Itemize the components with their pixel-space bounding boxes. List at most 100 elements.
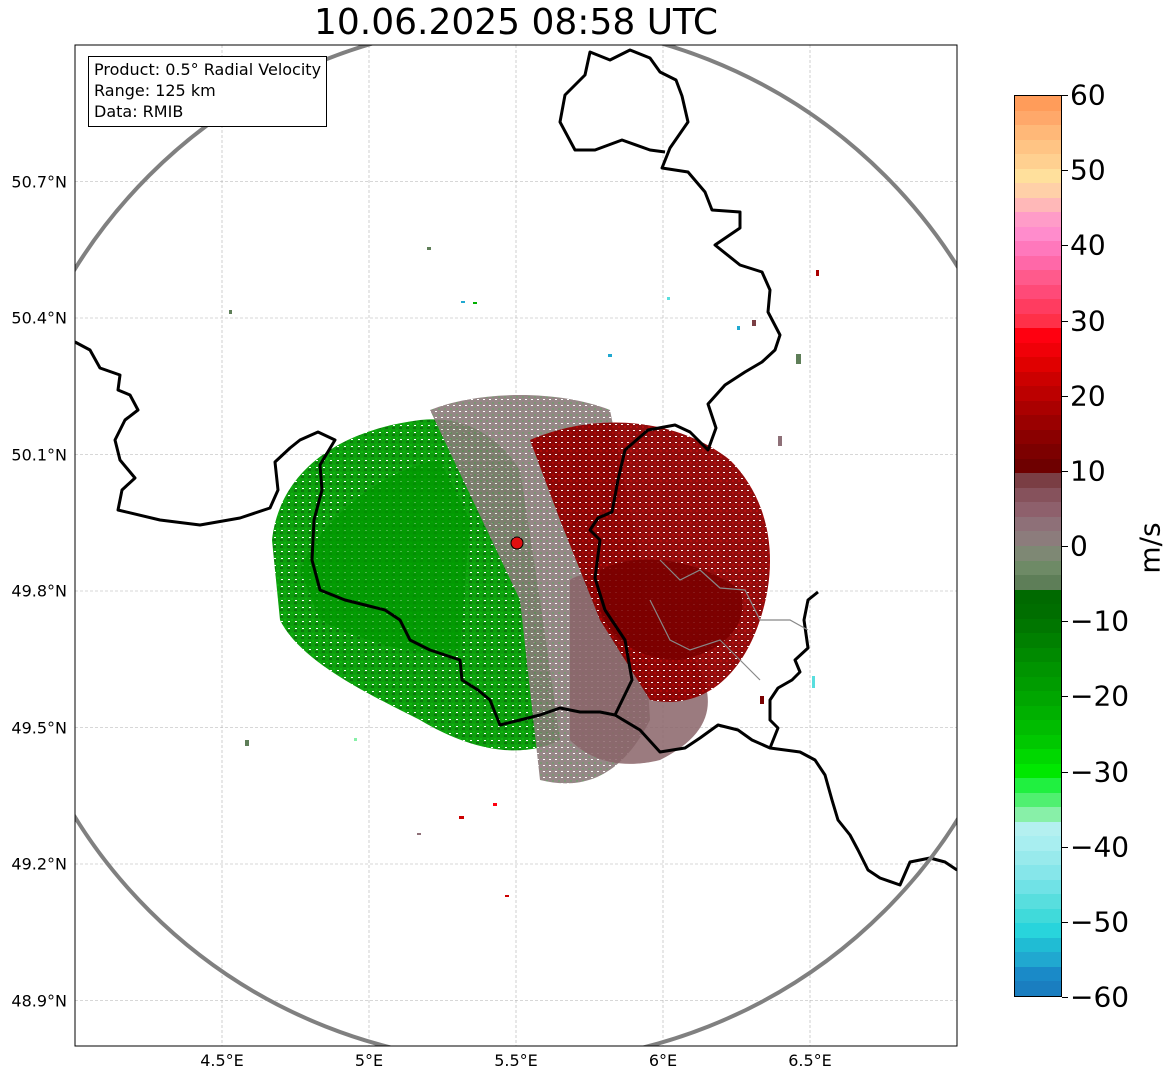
colorbar-swatch bbox=[1015, 183, 1061, 198]
colorbar-swatch bbox=[1015, 502, 1061, 517]
colorbar-swatch bbox=[1015, 400, 1061, 416]
colorbar-tick-label: 30 bbox=[1070, 304, 1106, 337]
colorbar-swatch bbox=[1015, 821, 1061, 837]
colorbar-swatch bbox=[1015, 386, 1061, 401]
colorbar-swatch bbox=[1015, 313, 1061, 329]
colorbar-tick-mark bbox=[1062, 95, 1068, 96]
colorbar-swatch bbox=[1015, 734, 1061, 750]
chart-title: 10.06.2025 08:58 UTC bbox=[313, 2, 719, 43]
map-frame bbox=[74, 44, 958, 1047]
colorbar-swatch bbox=[1015, 154, 1061, 169]
colorbar-swatch bbox=[1015, 792, 1061, 808]
colorbar-swatch bbox=[1015, 647, 1061, 663]
outbound-strong-core bbox=[600, 559, 743, 660]
colorbar-swatch bbox=[1015, 705, 1061, 721]
colorbar-swatch bbox=[1015, 836, 1061, 851]
colorbar-swatch bbox=[1015, 778, 1061, 793]
info-data-source: Data: RMIB bbox=[94, 102, 184, 121]
colorbar-swatch bbox=[1015, 589, 1061, 605]
scattered-echoes bbox=[229, 247, 819, 897]
lon-tick-label: 6°E bbox=[648, 1051, 678, 1070]
colorbar-tick-label: 20 bbox=[1070, 379, 1106, 413]
lat-tick-label: 49.8°N bbox=[11, 581, 67, 601]
colorbar-tick-mark bbox=[1062, 245, 1068, 247]
radar-echo-field bbox=[229, 247, 819, 897]
country-borders bbox=[75, 48, 957, 887]
lat-tick-label: 50.7°N bbox=[11, 172, 67, 191]
colorbar-swatch bbox=[1015, 241, 1061, 256]
colorbar-tick-mark bbox=[1062, 696, 1068, 698]
minor-borders bbox=[649, 559, 809, 681]
colorbar-swatch bbox=[1015, 662, 1061, 677]
colorbar-tick-label: 10 bbox=[1070, 454, 1106, 488]
colorbar-swatch bbox=[1015, 691, 1061, 706]
colorbar-tick-label: −10 bbox=[1070, 604, 1130, 638]
colorbar-swatch bbox=[1015, 226, 1061, 242]
colorbar-swatch bbox=[1015, 850, 1061, 866]
colorbar-swatch bbox=[1015, 458, 1061, 474]
colorbar-swatch bbox=[1015, 371, 1061, 387]
colorbar-swatch bbox=[1015, 284, 1061, 300]
colorbar-swatch bbox=[1015, 545, 1061, 561]
colorbar-tick-mark bbox=[1062, 320, 1068, 322]
colorbar-tick-label: −60 bbox=[1070, 980, 1130, 1014]
colorbar-swatch bbox=[1015, 807, 1061, 822]
colorbar-swatch bbox=[1015, 96, 1061, 111]
colorbar-swatch bbox=[1015, 487, 1061, 503]
border-belgium-luxembourg-germany bbox=[558, 48, 782, 716]
colorbar-swatch bbox=[1015, 966, 1061, 982]
colorbar-tick-mark bbox=[1062, 621, 1068, 623]
colorbar-swatch bbox=[1015, 125, 1061, 140]
colorbar-swatch bbox=[1015, 299, 1061, 314]
inbound-strong-core bbox=[300, 460, 470, 653]
lon-tick-label: 4.5°E bbox=[200, 1051, 244, 1070]
colorbar-swatch bbox=[1015, 560, 1061, 576]
colorbar-tick-label: −50 bbox=[1070, 905, 1130, 939]
colorbar-swatch bbox=[1015, 618, 1061, 634]
colorbar-tick-mark bbox=[1062, 997, 1068, 998]
border-luxembourg-france bbox=[614, 590, 819, 754]
colorbar-swatch bbox=[1015, 255, 1061, 271]
colorbar-swatch bbox=[1015, 342, 1061, 358]
colorbar-tick-mark bbox=[1062, 470, 1068, 472]
colorbar-swatch bbox=[1015, 415, 1061, 430]
colorbar-tick-label: 60 bbox=[1070, 78, 1106, 112]
colorbar-swatch bbox=[1015, 531, 1061, 546]
colorbar-tick-label: 50 bbox=[1070, 153, 1106, 187]
colorbar-swatch bbox=[1015, 139, 1061, 155]
info-product: Product: 0.5° Radial Velocity bbox=[94, 60, 322, 79]
colorbar-swatch bbox=[1015, 357, 1061, 372]
colorbar-tick-label: −30 bbox=[1070, 755, 1130, 788]
colorbar-swatch bbox=[1015, 328, 1061, 343]
lon-tick-label: 5.5°E bbox=[494, 1051, 538, 1070]
info-range: Range: 125 km bbox=[94, 81, 216, 100]
lat-tick-label: 49.5°N bbox=[11, 718, 67, 737]
colorbar-swatch bbox=[1015, 923, 1061, 938]
colorbar-swatch bbox=[1015, 908, 1061, 924]
colorbar-swatch bbox=[1015, 575, 1061, 590]
colorbar-swatch bbox=[1015, 894, 1061, 909]
colorbar-swatch bbox=[1015, 429, 1061, 445]
colorbar-swatch bbox=[1015, 676, 1061, 692]
colorbar-swatch bbox=[1015, 444, 1061, 459]
lat-tick-label: 50.1°N bbox=[11, 445, 67, 464]
colorbar-tick-label: −20 bbox=[1070, 679, 1130, 713]
colorbar-tick-label: −40 bbox=[1070, 830, 1130, 864]
colorbar-swatch bbox=[1015, 633, 1061, 648]
lon-tick-label: 6.5°E bbox=[788, 1051, 832, 1070]
colorbar-swatch bbox=[1015, 197, 1061, 213]
colorbar-swatch bbox=[1015, 516, 1061, 532]
colorbar-tick-mark bbox=[1062, 395, 1068, 397]
colorbar-swatch bbox=[1015, 604, 1061, 619]
colorbar-swatch bbox=[1015, 763, 1061, 779]
colorbar-swatch bbox=[1015, 720, 1061, 735]
colorbar-swatch bbox=[1015, 473, 1061, 488]
colorbar-tick-mark bbox=[1062, 771, 1068, 773]
colorbar-swatch bbox=[1015, 937, 1061, 953]
colorbar-swatch bbox=[1015, 952, 1061, 967]
velocity-colorbar bbox=[1014, 95, 1062, 997]
lat-tick-label: 50.4°N bbox=[11, 308, 67, 328]
colorbar-tick-mark bbox=[1062, 846, 1068, 848]
colorbar-swatch bbox=[1015, 212, 1061, 227]
colorbar-swatch bbox=[1015, 168, 1061, 184]
